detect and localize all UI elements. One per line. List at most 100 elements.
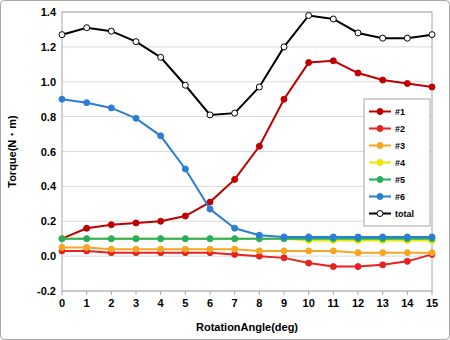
y-tick-label: 0.6	[41, 146, 56, 158]
x-tick-label: 4	[158, 297, 165, 309]
x-tick	[111, 291, 112, 295]
point	[108, 236, 114, 242]
x-tick	[62, 291, 63, 295]
legend-marker	[377, 160, 383, 166]
point	[232, 236, 238, 242]
point	[133, 220, 139, 226]
point	[355, 234, 361, 240]
point	[207, 112, 213, 118]
grid-line	[62, 81, 432, 82]
x-tick	[382, 291, 383, 295]
x-tick-label: 11	[328, 297, 340, 309]
series-line	[62, 61, 432, 239]
point	[84, 25, 90, 31]
point	[404, 80, 410, 86]
point	[158, 246, 164, 252]
x-tick-label: 8	[256, 297, 262, 309]
point	[59, 96, 65, 102]
y-tick-label: 1.2	[41, 41, 56, 53]
point	[306, 260, 312, 266]
x-tick	[259, 291, 260, 295]
x-tick-label: 6	[207, 297, 213, 309]
x-tick-label: 3	[133, 297, 139, 309]
point	[59, 236, 65, 242]
point	[256, 248, 262, 254]
point	[158, 54, 164, 60]
legend-box	[364, 99, 430, 226]
x-tick-label: 1	[84, 297, 90, 309]
series-line	[62, 238, 432, 240]
x-tick-label: 13	[377, 297, 389, 309]
point	[355, 264, 361, 270]
x-tick-label: 5	[182, 297, 188, 309]
point	[59, 236, 65, 242]
legend-label: #4	[395, 158, 405, 168]
x-tick	[308, 291, 309, 295]
legend-marker	[377, 177, 383, 183]
point	[355, 30, 361, 36]
point	[330, 264, 336, 270]
point	[207, 246, 213, 252]
point	[59, 236, 65, 242]
point	[108, 236, 114, 242]
point	[306, 60, 312, 66]
chart: -0.20.00.20.40.60.81.01.21.4012345678910…	[0, 0, 450, 340]
legend-marker	[377, 109, 383, 115]
point	[380, 234, 386, 240]
plot-frame	[62, 12, 432, 291]
point	[429, 234, 435, 240]
point	[207, 206, 213, 212]
x-tick	[210, 291, 211, 295]
point	[133, 236, 139, 242]
point	[306, 12, 312, 18]
point	[404, 234, 410, 240]
point	[281, 255, 287, 261]
point	[84, 100, 90, 106]
point	[232, 176, 238, 182]
x-tick-label: 10	[303, 297, 315, 309]
legend-label: #6	[395, 192, 405, 202]
chart-border	[1, 1, 450, 340]
point	[182, 82, 188, 88]
x-tick	[333, 291, 334, 295]
point	[133, 246, 139, 252]
point	[306, 248, 312, 254]
point	[380, 77, 386, 83]
point	[133, 115, 139, 121]
y-tick-label: 1.0	[41, 76, 56, 88]
x-tick-label: 9	[281, 297, 287, 309]
y-tick-label: 0.0	[41, 250, 56, 262]
point	[429, 32, 435, 38]
point	[429, 250, 435, 256]
legend-marker	[377, 194, 383, 200]
point	[182, 213, 188, 219]
point	[158, 133, 164, 139]
y-axis-title: Torque(N・m)	[6, 115, 18, 188]
series-line	[62, 99, 432, 237]
point	[380, 250, 386, 256]
x-tick	[358, 291, 359, 295]
point	[281, 96, 287, 102]
x-tick	[234, 291, 235, 295]
point	[158, 218, 164, 224]
grid-line	[62, 46, 432, 47]
point	[59, 32, 65, 38]
point	[380, 262, 386, 268]
point	[108, 246, 114, 252]
point	[256, 232, 262, 238]
point	[330, 16, 336, 22]
series-line	[62, 247, 432, 252]
x-tick-label: 0	[59, 297, 65, 309]
point	[108, 105, 114, 111]
x-tick-label: 14	[401, 297, 414, 309]
point	[330, 248, 336, 254]
point	[404, 35, 410, 41]
point	[232, 246, 238, 252]
x-tick	[136, 291, 137, 295]
point	[108, 28, 114, 34]
point	[84, 236, 90, 242]
x-axis-title: RotationAngle(deg)	[196, 321, 298, 333]
point	[404, 258, 410, 264]
point	[256, 143, 262, 149]
point	[182, 236, 188, 242]
